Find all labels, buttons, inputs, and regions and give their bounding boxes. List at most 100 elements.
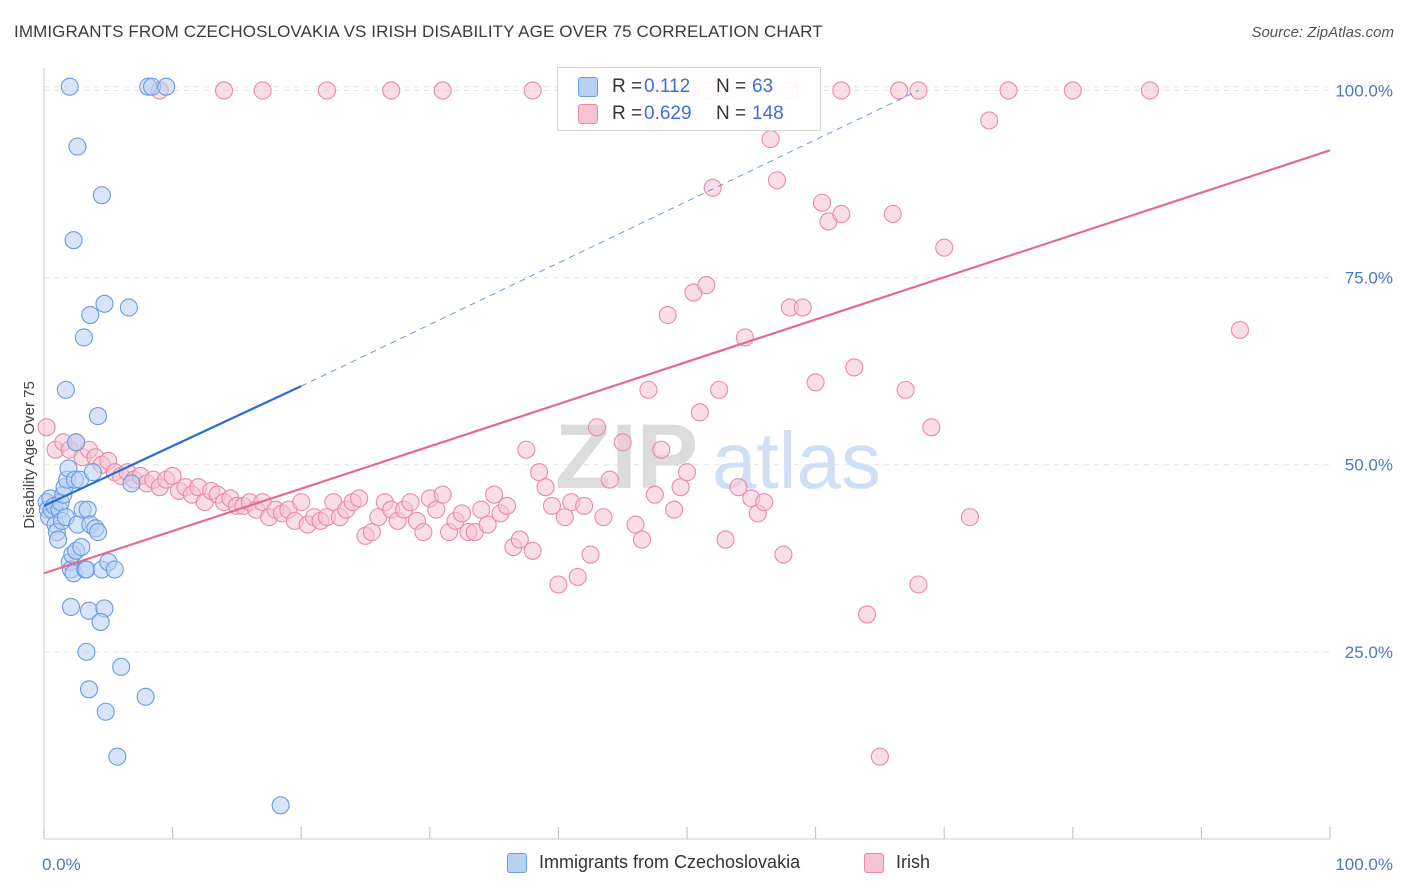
blue-point [60, 77, 79, 96]
pink-point [1063, 81, 1082, 100]
pink-point [755, 493, 774, 512]
blue-point [74, 328, 93, 347]
blue-point [83, 463, 102, 482]
pink-point [530, 463, 549, 482]
source-label: Source: ZipAtlas.com [1251, 24, 1394, 41]
pink-point [350, 489, 369, 508]
pink-point [536, 478, 555, 497]
blue-point [67, 433, 86, 452]
blue-point [95, 294, 114, 313]
pink-point [317, 81, 336, 100]
pink-point [568, 567, 587, 587]
pink-point [832, 81, 851, 100]
blue-point [78, 500, 97, 519]
czechoslovakia-trend-extension [300, 90, 919, 387]
pink-point [472, 500, 491, 519]
legend-item-czechoslovakia[interactable]: Immigrants from Czechoslovakia [507, 852, 800, 873]
pink-point [523, 541, 542, 560]
pink-point [832, 204, 851, 224]
y-tick-label: 25.0% [1345, 643, 1393, 662]
pink-point [427, 500, 446, 519]
blue-point [79, 680, 99, 699]
pink-point [857, 605, 877, 624]
czechoslovakia-points [37, 77, 290, 815]
blue-point [56, 380, 75, 399]
pink-point [999, 81, 1018, 100]
pink-point [214, 81, 234, 100]
czechoslovakia-trend-line [43, 385, 302, 507]
legend-row-czechoslovakia: R = 0.112 N = 63 [578, 74, 773, 100]
blue-point [49, 530, 68, 549]
pink-point [485, 485, 504, 504]
pink-point [632, 530, 652, 549]
axes [43, 68, 1331, 840]
pink-point [626, 515, 645, 534]
chart-title: IMMIGRANTS FROM CZECHOSLOVAKIA VS IRISH … [14, 22, 823, 41]
pink-point [414, 523, 433, 542]
legend-swatch-blue [507, 852, 527, 873]
legend-r-value: 0.629 [644, 103, 692, 124]
pink-point [292, 493, 311, 512]
blue-point [88, 407, 108, 426]
pink-point [433, 485, 452, 504]
pink-point [767, 171, 787, 190]
pink-point [575, 496, 594, 515]
blue-point [88, 523, 108, 542]
pink-point [658, 305, 677, 325]
pink-point [890, 81, 909, 100]
pink-point [401, 493, 420, 512]
pink-point [761, 130, 780, 149]
x-tick-label-min: 0.0% [42, 855, 81, 874]
blue-point [96, 702, 115, 721]
pink-point [671, 478, 690, 497]
blue-point [81, 305, 100, 325]
y-tick-label: 75.0% [1345, 269, 1393, 288]
legend-r-value: 0.112 [644, 76, 691, 97]
blue-point [91, 612, 110, 631]
legend-n-label: N = [716, 103, 747, 124]
pink-point [163, 466, 182, 486]
watermark: ZIP atlas [555, 406, 881, 508]
pink-point [549, 575, 568, 594]
blue-point [77, 642, 96, 661]
pink-point [478, 515, 497, 534]
pink-point [665, 500, 684, 519]
pink-point [812, 193, 832, 212]
pink-point [600, 470, 619, 489]
pink-point [581, 545, 600, 564]
legend-n-value: 63 [752, 76, 774, 97]
pink-point [729, 478, 748, 497]
legend-swatch-pink [864, 852, 884, 873]
legend-swatch-pink [578, 104, 598, 124]
legend-label-irish: Irish [896, 852, 931, 872]
legend-r-label: R = [612, 103, 643, 124]
blue-point [72, 538, 91, 557]
y-tick-label: 100.0% [1335, 81, 1393, 100]
blue-point [136, 687, 155, 706]
pink-point [433, 81, 452, 100]
pink-point [922, 418, 941, 437]
legend-item-irish[interactable]: Irish [864, 852, 930, 873]
pink-point [677, 463, 697, 482]
pink-point [510, 530, 529, 549]
pink-point [960, 508, 979, 527]
pink-point [497, 496, 517, 515]
blue-point [92, 186, 111, 205]
pink-point [613, 433, 632, 452]
series-legend: Immigrants from Czechoslovakia Irish [0, 852, 1406, 878]
pink-point [1230, 320, 1250, 340]
irish-trend-line [43, 149, 1331, 575]
pink-point [697, 276, 716, 295]
blue-point [119, 298, 138, 317]
pink-point [594, 508, 613, 527]
legend-row-irish: R = 0.629 N = 148 [578, 101, 784, 127]
pink-point [716, 530, 735, 549]
pink-point [935, 238, 954, 257]
correlation-legend: R = 0.112 N = 63 R = 0.629 N = 148 [557, 67, 821, 131]
pink-point [980, 111, 999, 130]
pink-point [639, 380, 658, 399]
blue-point [61, 597, 81, 617]
pink-point [542, 496, 562, 515]
legend-n-value: 148 [752, 103, 784, 124]
trend-lines [43, 90, 1331, 575]
